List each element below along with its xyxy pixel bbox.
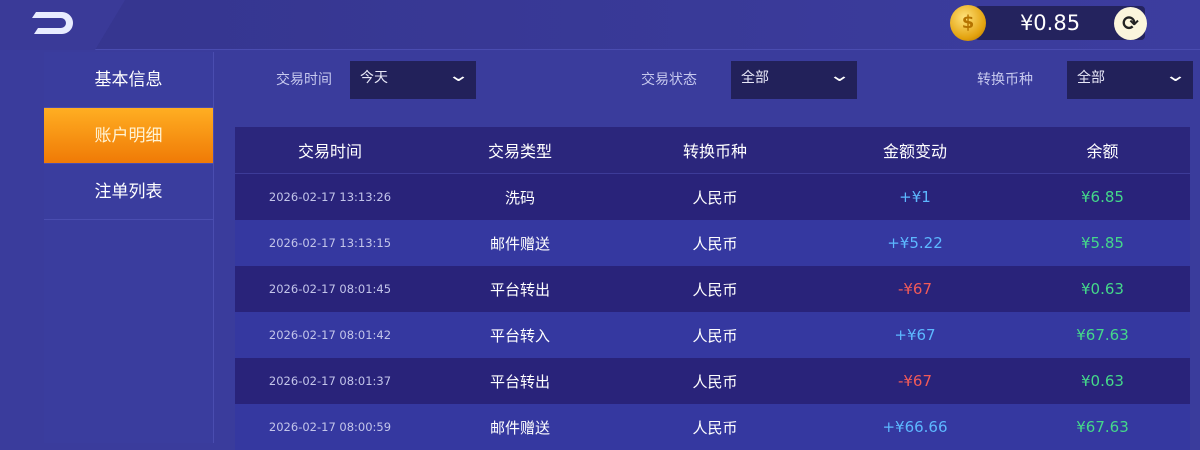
type-cell: 平台转入 bbox=[489, 326, 550, 345]
amount-change-cell: +¥1 bbox=[899, 188, 931, 206]
type-cell: 平台转出 bbox=[489, 280, 550, 299]
table-row: 2026-02-17 08:01:45 平台转出 人民币 -¥67 ¥0.63 bbox=[235, 266, 1190, 312]
type-cell: 邮件赠送 bbox=[489, 418, 550, 437]
time-cell: 2026-02-17 08:00:59 bbox=[268, 420, 392, 434]
balance-cell: ¥67.63 bbox=[1076, 418, 1129, 436]
time-cell: 2026-02-17 08:01:45 bbox=[268, 282, 392, 296]
currency-cell: 人民币 bbox=[692, 418, 738, 437]
status-select[interactable]: 全部 ⌄ bbox=[731, 61, 857, 99]
column-header: 金额变动 bbox=[882, 142, 947, 161]
currency-cell: 人民币 bbox=[692, 280, 738, 299]
transactions-table: 交易时间 交易类型 转换币种 金额变动 余额 2026-02-17 13:13:… bbox=[235, 127, 1190, 450]
type-cell: 洗码 bbox=[504, 188, 535, 207]
status-select-value: 全部 bbox=[741, 70, 769, 86]
balance-cell: ¥67.63 bbox=[1076, 326, 1129, 344]
sidebar-item-basic-info[interactable]: 基本信息 bbox=[44, 52, 213, 108]
chevron-down-icon: ⌄ bbox=[447, 65, 470, 86]
time-select[interactable]: 今天 ⌄ bbox=[350, 61, 476, 99]
balance-cell: ¥0.63 bbox=[1081, 280, 1124, 298]
table-row: 2026-02-17 08:00:59 邮件赠送 人民币 +¥66.66 ¥67.63 bbox=[235, 404, 1190, 450]
amount-change-cell: +¥66.66 bbox=[882, 418, 948, 436]
filter-label-time: 交易时间 bbox=[276, 72, 332, 88]
currency-select-value: 全部 bbox=[1077, 70, 1105, 86]
balance-amount: ¥0.85 bbox=[1019, 11, 1081, 35]
filter-label-status: 交易状态 bbox=[641, 72, 697, 88]
table-row: 2026-02-17 13:13:15 邮件赠送 人民币 +¥5.22 ¥5.85 bbox=[235, 220, 1190, 266]
refresh-icon[interactable]: ⟳ bbox=[1114, 7, 1147, 40]
balance-cell: ¥5.85 bbox=[1081, 234, 1124, 252]
back-arrow-icon[interactable] bbox=[30, 10, 76, 40]
time-cell: 2026-02-17 13:13:26 bbox=[268, 190, 392, 204]
currency-cell: 人民币 bbox=[692, 372, 738, 391]
table-header: 交易时间 交易类型 转换币种 金额变动 余额 bbox=[235, 127, 1190, 174]
balance-cell: ¥6.85 bbox=[1081, 188, 1124, 206]
time-cell: 2026-02-17 08:01:37 bbox=[268, 374, 392, 388]
filter-label-currency: 转换币种 bbox=[977, 72, 1033, 88]
balance-cell: ¥0.63 bbox=[1081, 372, 1124, 390]
sidebar-item-bet-list[interactable]: 注单列表 bbox=[44, 164, 213, 220]
currency-cell: 人民币 bbox=[692, 234, 738, 253]
amount-change-cell: +¥5.22 bbox=[887, 234, 943, 252]
amount-change-cell: +¥67 bbox=[894, 326, 936, 344]
column-header: 交易时间 bbox=[297, 142, 362, 161]
table-row: 2026-02-17 08:01:37 平台转出 人民币 -¥67 ¥0.63 bbox=[235, 358, 1190, 404]
column-header: 转换币种 bbox=[682, 142, 747, 161]
chevron-down-icon: ⌄ bbox=[828, 65, 851, 86]
time-cell: 2026-02-17 08:01:42 bbox=[268, 328, 392, 342]
table-row: 2026-02-17 08:01:42 平台转入 人民币 +¥67 ¥67.63 bbox=[235, 312, 1190, 358]
gold-coin-icon: $ bbox=[950, 5, 986, 41]
sidebar-item-account-details[interactable]: 账户明细 bbox=[44, 108, 213, 164]
column-header: 交易类型 bbox=[487, 142, 552, 161]
time-cell: 2026-02-17 13:13:15 bbox=[268, 236, 392, 250]
column-header: 余额 bbox=[1086, 142, 1119, 161]
currency-cell: 人民币 bbox=[692, 188, 738, 207]
table-row: 2026-02-17 13:13:26 洗码 人民币 +¥1 ¥6.85 bbox=[235, 174, 1190, 220]
currency-select[interactable]: 全部 ⌄ bbox=[1067, 61, 1193, 99]
amount-change-cell: -¥67 bbox=[897, 372, 933, 390]
type-cell: 邮件赠送 bbox=[489, 234, 550, 253]
currency-cell: 人民币 bbox=[692, 326, 738, 345]
amount-change-cell: -¥67 bbox=[897, 280, 933, 298]
type-cell: 平台转出 bbox=[489, 372, 550, 391]
chevron-down-icon: ⌄ bbox=[1164, 65, 1187, 86]
sidebar: 基本信息 账户明细 注单列表 bbox=[44, 52, 214, 443]
time-select-value: 今天 bbox=[360, 70, 388, 86]
